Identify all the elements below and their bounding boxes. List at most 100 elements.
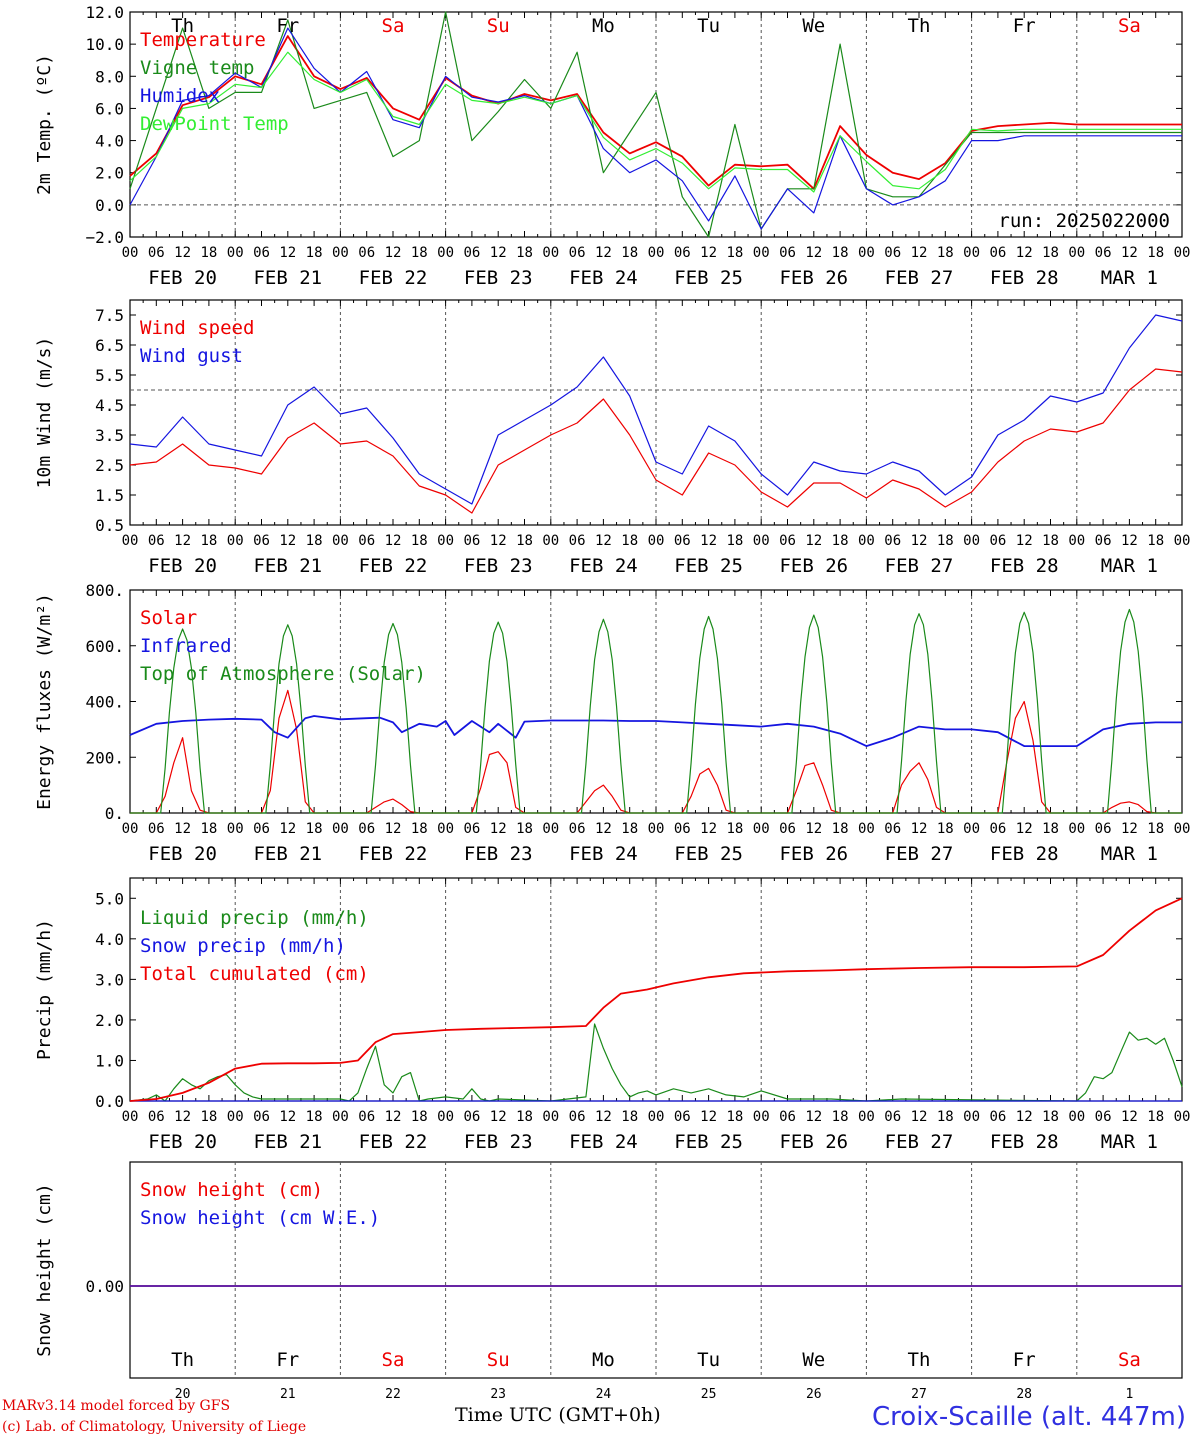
hour-label: 18: [832, 1109, 849, 1125]
hour-label: 06: [569, 1109, 586, 1125]
weekday-label: Tu: [697, 1349, 720, 1371]
date-label: MAR 1: [1101, 267, 1158, 289]
hour-label: 06: [253, 245, 270, 261]
run-annotation: run: 2025022000: [998, 210, 1170, 232]
weekday-label: Sa: [382, 1349, 405, 1371]
plot-frame: [129, 299, 1183, 526]
series-line: [130, 608, 1182, 814]
hour-label: 18: [937, 821, 954, 837]
hour-label: 00: [753, 533, 770, 549]
weekday-label: Fr: [1013, 15, 1036, 37]
hour-label: 00: [227, 821, 244, 837]
date-label: FEB 26: [779, 267, 848, 289]
hour-label: 12: [174, 245, 191, 261]
weekday-label: Fr: [276, 15, 299, 37]
y-tick-label: 3.5: [95, 426, 124, 445]
hour-label: 12: [595, 821, 612, 837]
hour-label: 00: [332, 1109, 349, 1125]
day-number: 25: [701, 1387, 717, 1402]
hour-label: 12: [279, 245, 296, 261]
hour-label: 00: [648, 245, 665, 261]
y-tick-label: 200.: [85, 748, 124, 767]
hour-label: 00: [963, 1109, 980, 1125]
day-number: 20: [175, 1387, 191, 1402]
series-line: [129, 35, 1182, 190]
hour-label: 18: [200, 821, 217, 837]
weekday-label: Sa: [1118, 1349, 1141, 1371]
hour-label: 12: [490, 245, 507, 261]
hour-label: 12: [805, 821, 822, 837]
hour-label: 18: [1042, 245, 1059, 261]
weekday-label: Mo: [592, 1349, 615, 1371]
y-tick-label: 3.0: [95, 970, 124, 989]
date-label: FEB 24: [569, 1131, 638, 1153]
hour-label: 06: [779, 821, 796, 837]
legend-entry: Vigne temp: [140, 57, 254, 79]
hour-label: 06: [148, 1109, 165, 1125]
y-axis-title: Energy fluxes (W/m²): [34, 593, 55, 810]
hour-label: 06: [358, 1109, 375, 1125]
hour-label: 00: [1174, 245, 1191, 261]
hour-label: 00: [858, 821, 875, 837]
weekday-label: We: [802, 15, 825, 37]
hour-label: 12: [805, 533, 822, 549]
hour-label: 12: [700, 533, 717, 549]
legend-entry: Snow height (cm): [140, 1179, 323, 1201]
weekday-label: Fr: [1013, 1349, 1036, 1371]
hour-label: 12: [1121, 1109, 1138, 1125]
y-tick-label: 8.0: [95, 67, 124, 86]
day-number: 23: [490, 1387, 506, 1402]
hour-label: 06: [989, 1109, 1006, 1125]
hour-label: 06: [1095, 533, 1112, 549]
legend-entry: Wind gust: [140, 345, 243, 367]
hour-label: 12: [174, 533, 191, 549]
hour-label: 06: [358, 821, 375, 837]
hour-label: 18: [726, 821, 743, 837]
credit-line-2: (c) Lab. of Climatology, University of L…: [2, 1419, 307, 1435]
hour-label: 12: [700, 821, 717, 837]
hour-label: 06: [884, 821, 901, 837]
date-label: FEB 25: [674, 843, 743, 865]
weekday-label: Th: [171, 1349, 194, 1371]
hour-label: 00: [963, 533, 980, 549]
hour-label: 00: [648, 1109, 665, 1125]
hour-label: 12: [911, 1109, 928, 1125]
hour-label: 06: [569, 821, 586, 837]
legend-entry: Liquid precip (mm/h): [140, 907, 369, 929]
hour-label: 00: [332, 533, 349, 549]
y-tick-label: 4.0: [95, 930, 124, 949]
hour-label: 00: [858, 533, 875, 549]
hour-label: 00: [1174, 533, 1191, 549]
panel-1: −2.0 0.0 2.0 4.0 6.0 8.0 10.0 12.0 2m Temp. (ºC)…: [34, 3, 1190, 289]
hour-label: 12: [279, 533, 296, 549]
date-label: FEB 26: [779, 1131, 848, 1153]
hour-label: 06: [779, 1109, 796, 1125]
hour-label: 18: [200, 533, 217, 549]
hour-label: 00: [858, 245, 875, 261]
date-label: FEB 20: [148, 555, 217, 577]
hour-label: 06: [358, 245, 375, 261]
hour-label: 18: [1147, 1109, 1164, 1125]
weekday-label: Su: [487, 15, 510, 37]
date-label: FEB 26: [779, 555, 848, 577]
hour-label: 06: [253, 533, 270, 549]
hour-label: 18: [411, 821, 428, 837]
y-axis-title: Snow height (cm): [34, 1183, 55, 1356]
panel-2: 0.5 1.5 2.5 3.5 4.5 5.5 6.5 7.5 10m Wind (m/s) Wi…: [34, 299, 1191, 577]
hour-label: 00: [648, 533, 665, 549]
y-axis-title: 2m Temp. (ºC): [34, 54, 55, 195]
date-label: MAR 1: [1101, 555, 1158, 577]
hour-label: 06: [674, 533, 691, 549]
weekday-label: Th: [171, 15, 194, 37]
date-label: MAR 1: [1101, 843, 1158, 865]
hour-label: 12: [700, 1109, 717, 1125]
hour-label: 00: [122, 1109, 139, 1125]
hour-label: 18: [306, 245, 323, 261]
date-label: FEB 25: [674, 267, 743, 289]
hour-label: 12: [595, 245, 612, 261]
hour-label: 18: [832, 533, 849, 549]
hour-label: 12: [1121, 245, 1138, 261]
hour-label: 12: [1016, 533, 1033, 549]
y-tick-label: 10.0: [85, 35, 124, 54]
hour-label: 18: [411, 533, 428, 549]
